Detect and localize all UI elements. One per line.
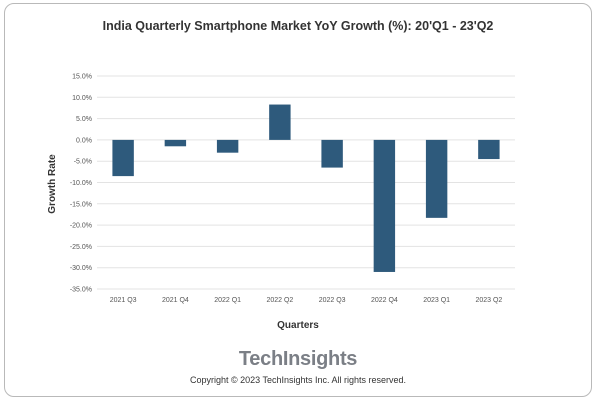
chart-frame — [4, 3, 592, 397]
y-tick-label: 5.0% — [76, 116, 92, 123]
brand-logo: TechInsights — [238, 348, 358, 370]
x-axis-title: Quarters — [277, 320, 319, 331]
x-tick-label: 2022 Q3 — [319, 297, 346, 304]
x-axis-ticks: 2021 Q3 2021 Q4 2022 Q1 2022 Q2 2022 Q3 2022 … — [110, 297, 503, 304]
y-tick-label: -35.0% — [70, 287, 92, 294]
y-tick-label: -25.0% — [70, 244, 92, 251]
y-tick-label: -10.0% — [70, 180, 92, 187]
copyright-text: Copyright © 2023 TechInsights Inc. All r… — [189, 375, 407, 385]
bar — [269, 104, 291, 140]
bar — [321, 139, 343, 168]
bar — [478, 139, 500, 160]
bars — [112, 104, 500, 272]
x-tick-label: 2021 Q4 — [162, 297, 189, 304]
y-tick-label: -30.0% — [70, 265, 92, 272]
y-tick-label: -5.0% — [74, 159, 92, 166]
y-axis-title: Growth Rate — [47, 154, 58, 214]
y-tick-label: 15.0% — [72, 74, 92, 81]
gridlines — [97, 75, 515, 290]
y-tick-label: -20.0% — [70, 223, 92, 230]
bar — [216, 139, 239, 153]
x-tick-label: 2022 Q2 — [266, 297, 293, 304]
bar — [373, 139, 396, 272]
bar — [112, 139, 134, 177]
x-tick-label: 2021 Q3 — [110, 297, 137, 304]
y-tick-label: 10.0% — [72, 95, 92, 102]
bar — [164, 139, 187, 147]
y-axis-ticks: 15.0% 10.0% 5.0% 0.0% -5.0% -10.0% -15.0% -20.0… — [70, 74, 92, 294]
x-tick-label: 2023 Q2 — [475, 297, 502, 304]
x-tick-label: 2022 Q1 — [214, 297, 241, 304]
y-tick-label: -15.0% — [70, 201, 92, 208]
y-tick-label: 0.0% — [76, 137, 92, 144]
bar — [425, 139, 448, 218]
chart-title: India Quarterly Smartphone Market YoY Gr… — [103, 19, 494, 33]
x-tick-label: 2023 Q1 — [423, 297, 450, 304]
x-tick-label: 2022 Q4 — [371, 297, 398, 304]
